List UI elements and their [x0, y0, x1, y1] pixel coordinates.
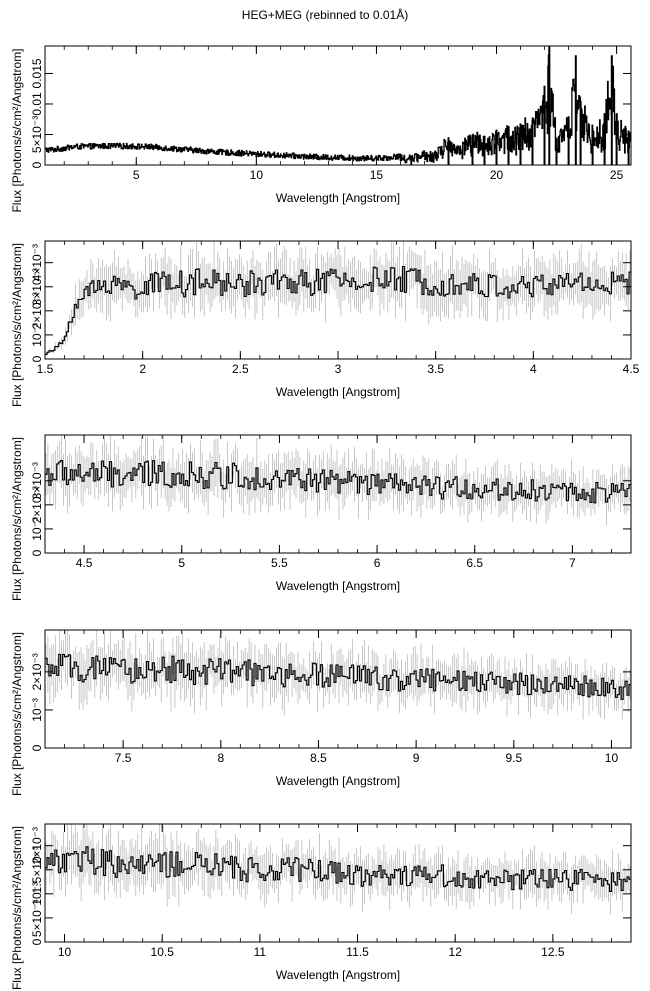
plot-frame: [44, 240, 632, 360]
x-axis-title: Wavelength [Angstrom]: [276, 385, 400, 399]
error-bars: [45, 241, 631, 357]
x-tick-label: 9.5: [505, 751, 522, 765]
x-axis-title: Wavelength [Angstrom]: [276, 579, 400, 593]
y-axis-title: Flux [Photons/s/cm²/Angstrom]: [10, 632, 24, 796]
y-tick-label: 0: [30, 744, 44, 751]
x-tick-label: 5: [178, 556, 185, 570]
x-axis-title: Wavelength [Angstrom]: [276, 968, 400, 982]
x-axis-title: Wavelength [Angstrom]: [276, 191, 400, 205]
panel-data: [45, 241, 631, 357]
x-tick-label: 6.5: [466, 556, 483, 570]
x-tick-label: 11: [254, 945, 267, 959]
y-tick-label: 2×10⁻³: [30, 292, 44, 329]
x-tick-label: 3.5: [427, 362, 444, 376]
y-tick-label: 10⁻³: [30, 323, 44, 347]
panel-2: 1.5 2 2.5 3 3.5 4 4.5 0 10⁻³2×10⁻³3×10⁻³4×10⁻³ Wa…: [10, 240, 640, 407]
y-tick-label: 3×10⁻³: [30, 268, 44, 305]
y-axis-title: Flux [Photons/s/cm²/Angstrom]: [10, 243, 24, 407]
y-tick-label: 0: [30, 549, 44, 556]
x-tick-label: 7.5: [115, 751, 132, 765]
spectrum-line: [45, 53, 631, 165]
x-tick-label: 7: [569, 556, 576, 570]
panel-data: [45, 46, 631, 165]
y-tick-label: 3×10⁻³: [30, 462, 44, 499]
y-tick-label: 1.5×10⁻³: [30, 846, 44, 893]
x-tick-label: 10: [605, 751, 619, 765]
panel-3: 4.5 5 5.5 6 6.5 7 0 10⁻³2×10⁻³3×10⁻³ Wavelength …: [10, 434, 632, 601]
x-tick-label: 1.5: [37, 362, 54, 376]
y-tick-label: 0.015: [30, 58, 44, 88]
x-tick-label: 2: [139, 362, 146, 376]
x-tick-label: 25: [610, 168, 624, 182]
x-tick-label: 6: [374, 556, 381, 570]
x-tick-label: 12.5: [541, 945, 565, 959]
y-tick-label: 10⁻³: [30, 698, 44, 722]
y-tick-label: 0: [30, 161, 44, 168]
plot-frame: [44, 434, 632, 554]
spectrum-line: [45, 460, 631, 504]
panel-1: 5 10 15 20 25 0 5×10⁻³0.01 0.015 Wavelength [Ang…: [10, 45, 632, 213]
x-tick-label: 10: [58, 945, 72, 959]
spectrum-line: [45, 846, 631, 892]
y-axis-title: Flux [Photons/s/cm²/Angstrom]: [10, 437, 24, 601]
y-tick-label: 10⁻³: [30, 882, 44, 906]
y-tick-label: 0: [30, 355, 44, 362]
panel-5: 10 10.5 11 11.5 12 12.5 05×10⁻⁴10⁻³1.5×10⁻³2×1…: [10, 823, 632, 990]
x-tick-label: 4.5: [76, 556, 93, 570]
panel-data: [45, 630, 631, 720]
y-tick-label: 10⁻³: [30, 517, 44, 541]
x-tick-label: 5: [133, 168, 140, 182]
spectrum-line: [45, 265, 631, 356]
x-tick-label: 4: [530, 362, 537, 376]
y-tick-label: 2×10⁻³: [30, 827, 44, 864]
spectrum-line: [45, 653, 631, 700]
x-axis-title: Wavelength [Angstrom]: [276, 774, 400, 788]
x-tick-label: 8: [217, 751, 224, 765]
y-tick-label: 5×10⁻⁴: [30, 899, 44, 938]
x-tick-label: 8.5: [310, 751, 327, 765]
y-tick-label: 5×10⁻³: [30, 116, 44, 153]
figure-title: HEG+MEG (rebinned to 0.01Å): [241, 8, 409, 22]
panel-data: [45, 435, 631, 526]
x-tick-label: 10.5: [151, 945, 175, 959]
y-tick-label: 0: [30, 938, 44, 945]
x-tick-label: 10: [250, 168, 264, 182]
y-axis-title: Flux [Photons/s/cm²/Angstrom]: [10, 48, 24, 212]
x-tick-label: 20: [490, 168, 504, 182]
x-tick-label: 11.5: [346, 945, 369, 959]
panel-data: [45, 824, 631, 915]
y-tick-label: 0.01: [30, 92, 44, 116]
x-tick-label: 2.5: [232, 362, 249, 376]
x-tick-label: 5.5: [271, 556, 288, 570]
panel-4: 7.5 8 8.5 9 9.5 10 0 10⁻³ 2×10⁻³ Wavelength [Angs…: [10, 629, 632, 796]
y-tick-label: 2×10⁻³: [30, 653, 44, 690]
y-tick-label: 2×10⁻³: [30, 486, 44, 523]
plot-frame: [44, 45, 632, 166]
x-tick-label: 15: [370, 168, 384, 182]
emission-lines: [447, 46, 630, 165]
x-tick-label: 4.5: [623, 362, 640, 376]
y-tick-label: 4×10⁻³: [30, 244, 44, 281]
y-axis-title: Flux [Photons/s/cm²/Angstrom]: [10, 826, 24, 990]
x-tick-label: 12: [449, 945, 463, 959]
x-tick-label: 3: [335, 362, 342, 376]
x-tick-label: 9: [413, 751, 420, 765]
